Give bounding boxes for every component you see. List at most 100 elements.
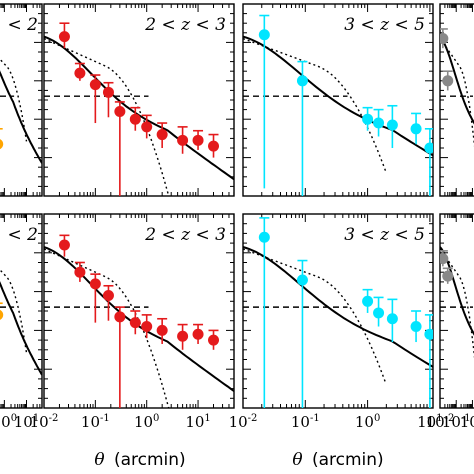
xlabel-right-symbol: θ [292, 450, 302, 470]
data-point [296, 274, 308, 286]
data-series [440, 250, 454, 284]
y-ticks [440, 13, 448, 187]
data-point [208, 334, 220, 346]
model-one-halo-curve [44, 248, 170, 408]
data-point [296, 75, 308, 87]
data-point [156, 129, 168, 141]
data-point [442, 75, 454, 87]
data-point [58, 31, 70, 43]
y-ticks [44, 223, 234, 399]
model-one-halo-curve [243, 37, 387, 171]
data-point [102, 86, 114, 98]
panel-content [243, 217, 433, 408]
y-ticks [243, 223, 433, 399]
data-point [192, 328, 204, 340]
model-total-curve [440, 35, 474, 125]
x-tick-label: 101 [417, 413, 442, 431]
data-point [386, 313, 398, 325]
x-ticks [43, 214, 235, 408]
panel-bottom-right: 10-2 10-1 100 101 3 < z < 5 [229, 213, 443, 431]
model-one-halo-curve [440, 38, 474, 148]
data-point [177, 330, 189, 342]
xlabel-right-unit: (arcmin) [312, 450, 384, 470]
data-point [156, 324, 168, 336]
data-point [129, 317, 141, 329]
data-series [0, 302, 4, 320]
panel-top-left: < 2 [0, 3, 43, 197]
panel-label: 2 < z < 3 [144, 225, 226, 245]
panel-content [0, 268, 42, 376]
y-ticks [440, 223, 448, 399]
data-point [373, 307, 385, 319]
panel-content [243, 14, 433, 196]
panel-frame [439, 213, 474, 409]
data-point [192, 134, 204, 146]
x-tick-label: 101 [185, 413, 210, 431]
data-point [386, 119, 398, 131]
panel-bottom-middle: 10-2 10-1 100 101 2 < z < 3 [30, 213, 235, 431]
panels-layer: < 22 < z < 33 < z < 5100101< 210-210-110… [0, 3, 474, 431]
y-ticks [34, 13, 42, 187]
model-total-curve [243, 35, 433, 157]
panel-content [44, 22, 234, 196]
model-one-halo-curve [44, 37, 170, 196]
data-point [141, 121, 153, 133]
x-tick-label: 100 [355, 413, 380, 431]
panel-content [0, 58, 42, 164]
data-point [114, 311, 126, 323]
panel-label: 3 < z < 5 [344, 15, 425, 35]
x-ticks [439, 214, 473, 408]
data-point [362, 113, 374, 125]
data-point [424, 328, 433, 340]
panel-top-far-right [439, 3, 474, 197]
panel-label: < 2 [8, 15, 38, 35]
data-point [258, 29, 270, 41]
panel-content [44, 234, 234, 408]
x-tick-label: 10-2 [30, 413, 59, 431]
data-point [177, 134, 189, 146]
data-point [141, 321, 153, 333]
data-point [58, 239, 70, 251]
data-point [102, 289, 114, 301]
x-ticks [43, 4, 235, 196]
data-point [74, 266, 86, 278]
x-tick-label: 10-1 [291, 413, 320, 431]
panel-content [440, 28, 474, 148]
data-series [440, 28, 454, 91]
model-one-halo-curve [440, 248, 474, 359]
panel-top-right: 3 < z < 5 [242, 3, 434, 197]
x-tick-label: 100 [0, 413, 17, 431]
x-tick-label: 100 [460, 413, 474, 431]
data-point [89, 278, 101, 290]
data-series [0, 128, 4, 150]
model-total-curve [0, 70, 42, 164]
model-one-halo-curve [243, 248, 387, 383]
x-tick-label: 101 [14, 413, 39, 431]
data-point [114, 106, 126, 118]
xlabel-right: θ (arcmin) [292, 450, 383, 470]
data-point [362, 295, 374, 307]
data-series [58, 22, 220, 196]
x-ticks [0, 4, 43, 196]
model-total-curve [243, 246, 433, 368]
panel-label: 2 < z < 3 [144, 15, 226, 35]
x-tick-label: 10-2 [426, 413, 455, 431]
data-point [258, 231, 270, 243]
panel-label: 3 < z < 5 [344, 225, 425, 245]
data-point [410, 123, 422, 135]
data-point [442, 270, 454, 282]
xlabel-middle: θ (arcmin) [94, 450, 185, 470]
panel-frame [439, 3, 474, 197]
data-point [129, 113, 141, 125]
y-ticks [243, 13, 433, 187]
data-point [0, 139, 4, 150]
x-tick-label: 100 [134, 413, 159, 431]
data-series [258, 14, 433, 196]
y-ticks [44, 13, 234, 187]
x-ticks [439, 4, 473, 196]
x-ticks [242, 4, 431, 196]
x-tick-label: 10-1 [442, 413, 471, 431]
